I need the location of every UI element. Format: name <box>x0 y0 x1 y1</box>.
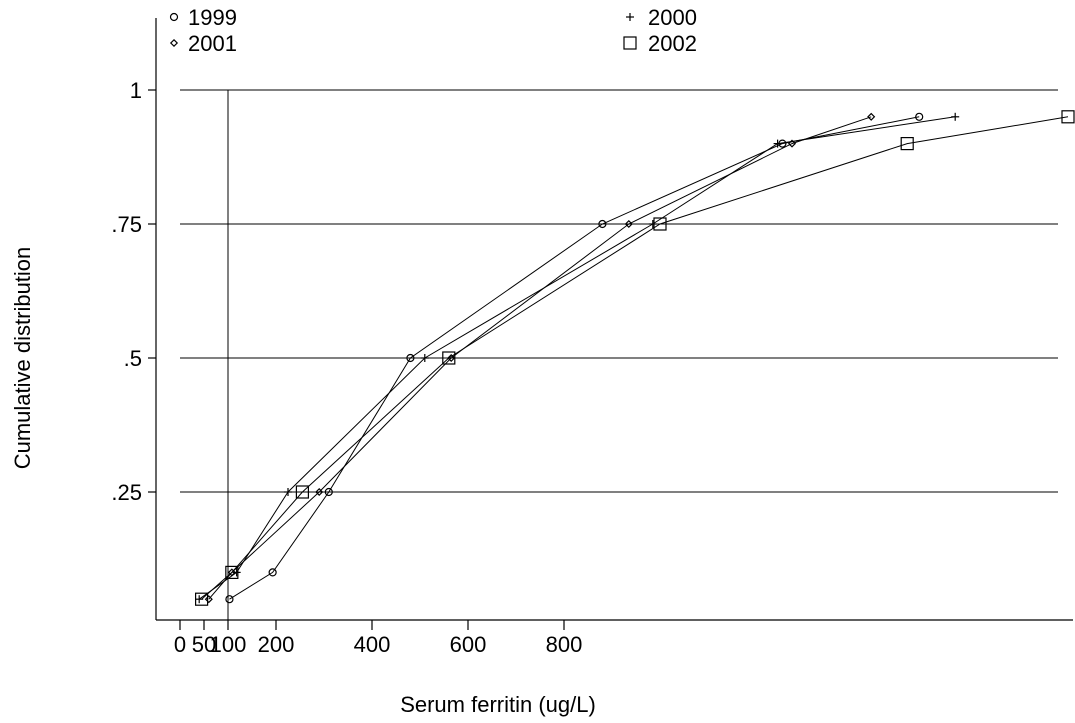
point-1999-3 <box>406 353 415 363</box>
legend-marker-2002 <box>623 36 637 50</box>
legend-item-2000: 2000 <box>626 5 697 30</box>
legend-item-1999: 1999 <box>169 5 237 30</box>
x-tick-label-4: 400 <box>354 632 391 657</box>
point-2000-1 <box>232 568 241 577</box>
legend-marker-2000 <box>626 13 634 21</box>
point-2000-6 <box>951 112 960 121</box>
legend-item-2002: 2002 <box>623 31 697 56</box>
y-axis-label: Cumulative distribution <box>10 247 35 470</box>
series-line-2002 <box>201 116 1069 600</box>
y-tick-label-3: 1 <box>130 78 142 103</box>
y-tick-label-2: .75 <box>111 212 142 237</box>
legend-label-2001: 2001 <box>188 31 237 56</box>
series-2002 <box>195 110 1075 606</box>
point-2002-0 <box>195 592 209 606</box>
point-2002-3 <box>442 351 456 365</box>
x-tick-label-5: 600 <box>450 632 487 657</box>
point-2001-3 <box>447 353 456 363</box>
point-2001-1 <box>227 568 236 577</box>
point-1999-6 <box>915 112 924 121</box>
y-axis-ticks: .25 .5 .75 1 <box>111 78 156 505</box>
x-axis-label: Serum ferritin (ug/L) <box>400 692 596 717</box>
legend-marker-1999 <box>169 12 179 22</box>
series-2000 <box>195 112 960 604</box>
point-2001-6 <box>867 112 876 121</box>
point-2000-5 <box>773 139 782 148</box>
x-tick-label-3: 200 <box>258 632 295 657</box>
legend-marker-2001 <box>169 38 179 48</box>
x-tick-label-0: 0 <box>174 632 186 657</box>
point-1999-0 <box>225 595 234 604</box>
legend-label-1999: 1999 <box>188 5 237 30</box>
point-2000-2 <box>284 488 292 496</box>
y-tick-label-0: .25 <box>111 480 142 505</box>
point-2002-1 <box>225 565 239 580</box>
series-1999 <box>225 112 924 604</box>
legend: 1999 2000 2001 2002 <box>169 5 697 56</box>
series-group <box>195 110 1075 606</box>
point-2002-4 <box>653 217 667 231</box>
point-2002-5 <box>900 137 914 151</box>
point-2001-2 <box>315 487 324 497</box>
point-1999-4 <box>598 219 607 229</box>
point-2000-4 <box>648 220 657 228</box>
point-2001-5 <box>787 139 797 148</box>
point-2002-6 <box>1061 110 1075 124</box>
point-2002-2 <box>295 485 309 499</box>
series-line-1999 <box>229 116 920 600</box>
legend-item-2001: 2001 <box>169 31 237 56</box>
point-2001-4 <box>624 219 633 229</box>
x-tick-label-2: 100 <box>210 632 247 657</box>
legend-label-2002: 2002 <box>648 31 697 56</box>
point-2000-3 <box>420 354 429 362</box>
point-2001-0 <box>204 595 213 604</box>
x-tick-label-6: 800 <box>546 632 583 657</box>
y-tick-label-1: .5 <box>124 346 142 371</box>
point-1999-2 <box>324 487 333 497</box>
x-tick-label-1: 50 <box>192 632 216 657</box>
legend-label-2000: 2000 <box>648 5 697 30</box>
gridlines <box>180 89 1058 493</box>
point-1999-1 <box>268 568 277 577</box>
